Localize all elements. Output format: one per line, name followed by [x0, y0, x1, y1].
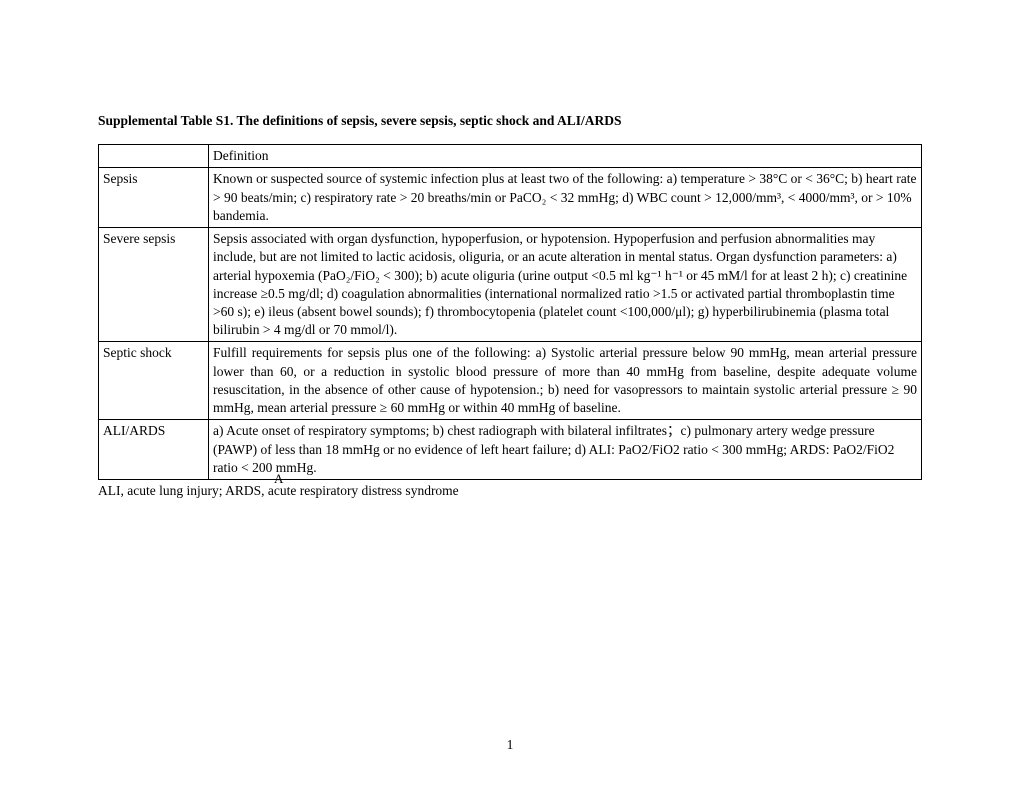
header-definition: Definition [209, 145, 922, 168]
table-title: Supplemental Table S1. The definitions o… [98, 112, 922, 130]
page-number: 1 [0, 736, 1020, 754]
definition-cell: a) Acute onset of respiratory symptoms; … [209, 420, 922, 480]
term-cell: ALI/ARDS [99, 420, 209, 480]
definition-cell: Sepsis associated with organ dysfunction… [209, 228, 922, 342]
table-row: Septic shock Fulfill requirements for se… [99, 342, 922, 420]
term-cell: Severe sepsis [99, 228, 209, 342]
term-cell: Sepsis [99, 168, 209, 228]
table-row: Severe sepsis Sepsis associated with org… [99, 228, 922, 342]
stray-annotation-letter: A [274, 470, 283, 488]
table-row: Sepsis Known or suspected source of syst… [99, 168, 922, 228]
term-cell: Septic shock [99, 342, 209, 420]
table-header-row: Definition [99, 145, 922, 168]
definition-cell: Known or suspected source of systemic in… [209, 168, 922, 228]
definitions-table: Definition Sepsis Known or suspected sou… [98, 144, 922, 480]
table-footnote: ALI, acute lung injury; ARDS, acute resp… [98, 482, 922, 500]
definition-cell: Fulfill requirements for sepsis plus one… [209, 342, 922, 420]
table-row: ALI/ARDS a) Acute onset of respiratory s… [99, 420, 922, 480]
header-term [99, 145, 209, 168]
